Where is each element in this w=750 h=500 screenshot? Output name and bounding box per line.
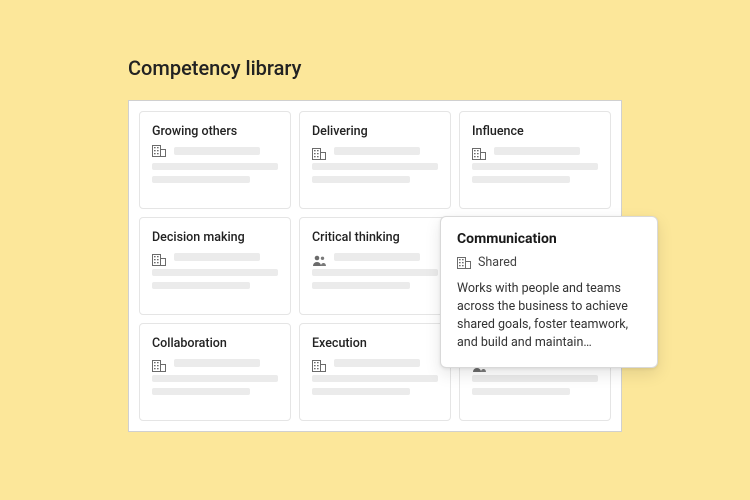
card-title: Decision making — [152, 230, 278, 245]
org-icon — [152, 145, 166, 157]
org-icon — [457, 257, 471, 269]
skeleton-bar — [312, 269, 438, 276]
skeleton-bar — [312, 163, 438, 170]
popover-description: Works with people and teams across the b… — [457, 280, 641, 353]
skeleton-bar — [334, 253, 420, 261]
skeleton-bar — [174, 253, 260, 261]
competency-card[interactable]: Decision making — [139, 217, 291, 315]
skeleton-bar — [472, 176, 570, 183]
skeleton-bar — [472, 388, 570, 395]
competency-card[interactable]: Delivering — [299, 111, 451, 209]
competency-card[interactable]: Execution — [299, 323, 451, 421]
org-icon — [472, 145, 486, 157]
org-icon — [152, 357, 166, 369]
competency-card[interactable]: Influence — [459, 111, 611, 209]
skeleton-bar — [152, 269, 278, 276]
skeleton-bar — [152, 282, 250, 289]
skeleton-bar — [494, 147, 580, 155]
skeleton-bar — [472, 375, 598, 382]
popover-badge-label: Shared — [478, 255, 517, 270]
competency-card[interactable]: Critical thinking — [299, 217, 451, 315]
skeleton-bar — [334, 359, 420, 367]
card-title: Collaboration — [152, 336, 278, 351]
skeleton-bar — [152, 388, 250, 395]
skeleton-bar — [152, 163, 278, 170]
card-title: Influence — [472, 124, 598, 139]
skeleton-bar — [312, 282, 410, 289]
card-title: Growing others — [152, 124, 278, 139]
card-title: Execution — [312, 336, 438, 351]
popover-title: Communication — [457, 231, 641, 247]
people-icon — [312, 251, 326, 263]
skeleton-bar — [174, 359, 260, 367]
page-title: Competency library — [128, 56, 301, 80]
skeleton-bar — [472, 163, 598, 170]
competency-card[interactable]: Collaboration — [139, 323, 291, 421]
card-title: Delivering — [312, 124, 438, 139]
skeleton-bar — [152, 176, 250, 183]
skeleton-bar — [334, 147, 420, 155]
org-icon — [152, 251, 166, 263]
competency-popover: Communication Shared Works with people a… — [440, 216, 658, 368]
popover-meta: Shared — [457, 255, 641, 270]
skeleton-bar — [312, 388, 410, 395]
competency-card[interactable]: Growing others — [139, 111, 291, 209]
skeleton-bar — [152, 375, 278, 382]
skeleton-bar — [312, 375, 438, 382]
card-title: Critical thinking — [312, 230, 438, 245]
skeleton-bar — [174, 147, 260, 155]
org-icon — [312, 357, 326, 369]
skeleton-bar — [312, 176, 410, 183]
org-icon — [312, 145, 326, 157]
